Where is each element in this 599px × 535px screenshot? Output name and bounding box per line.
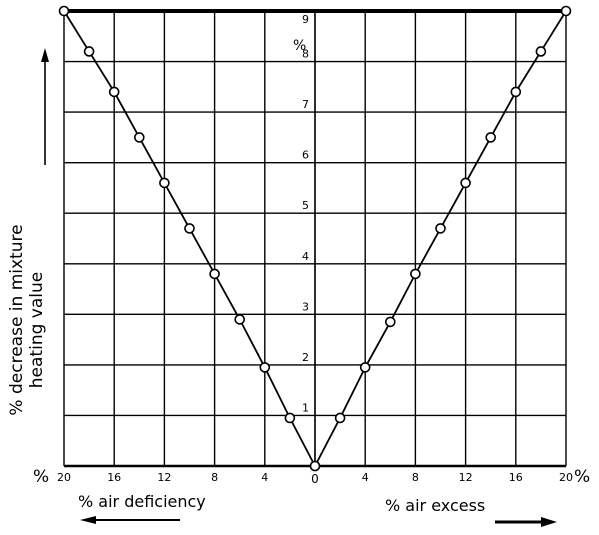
y-unit: % (293, 38, 306, 54)
data-point (334, 412, 346, 424)
x-tick-label: 20 (559, 471, 573, 484)
x-unit-right: % (574, 467, 590, 487)
x-tick-label: 20 (57, 471, 71, 484)
data-point (209, 268, 220, 280)
x-axis-label-left: % air deficiency (78, 492, 206, 511)
y-tick-label: 8 (302, 48, 309, 61)
data-point (309, 460, 321, 472)
x-tick-label: 4 (362, 471, 369, 484)
y-tick-label: 4 (302, 250, 309, 263)
y-tick-label: 1 (302, 401, 309, 414)
data-point (83, 46, 95, 57)
data-point (108, 86, 120, 98)
data-point (460, 177, 471, 189)
y-direction-arrow (41, 48, 49, 165)
y-axis-label-line1: % decrease in mixture (7, 224, 27, 415)
data-point (435, 223, 446, 234)
data-point (234, 314, 245, 325)
x-tick-label: 12 (157, 471, 171, 484)
x-unit-left: % (33, 467, 49, 487)
data-point (284, 412, 296, 424)
data-point (560, 5, 572, 17)
x-tick-label: 0 (311, 472, 319, 486)
y-tick-label: 3 (302, 300, 309, 313)
data-point (134, 132, 145, 143)
axes (64, 11, 566, 468)
x-tick-label: 8 (211, 471, 218, 484)
series-line (63, 10, 316, 467)
series (58, 5, 572, 472)
data-point (359, 362, 371, 373)
x-tick-label: 16 (509, 471, 523, 484)
y-axis-label-line2: heating value (27, 272, 47, 388)
data-point (184, 223, 195, 234)
y-tick-label: 5 (302, 199, 309, 212)
y-tick-label: 7 (302, 98, 309, 111)
x-tick-label: 16 (107, 471, 121, 484)
y-tick-label: 9 (302, 13, 309, 26)
left-direction-arrow (80, 516, 180, 524)
data-point (410, 268, 421, 280)
x-tick-label: 12 (459, 471, 473, 484)
data-point (510, 86, 522, 98)
data-point (259, 362, 271, 373)
y-tick-label: 6 (302, 149, 309, 162)
series-line (314, 10, 567, 467)
data-point (384, 316, 396, 328)
data-point (159, 177, 170, 189)
right-direction-arrow (495, 517, 557, 527)
y-tick-label: 2 (302, 351, 309, 364)
data-point (485, 132, 497, 143)
x-axis-label-right: % air excess (385, 496, 485, 515)
data-point (58, 5, 70, 17)
data-point (535, 46, 547, 57)
x-tick-label: 8 (412, 471, 419, 484)
x-tick-label: 4 (261, 471, 268, 484)
